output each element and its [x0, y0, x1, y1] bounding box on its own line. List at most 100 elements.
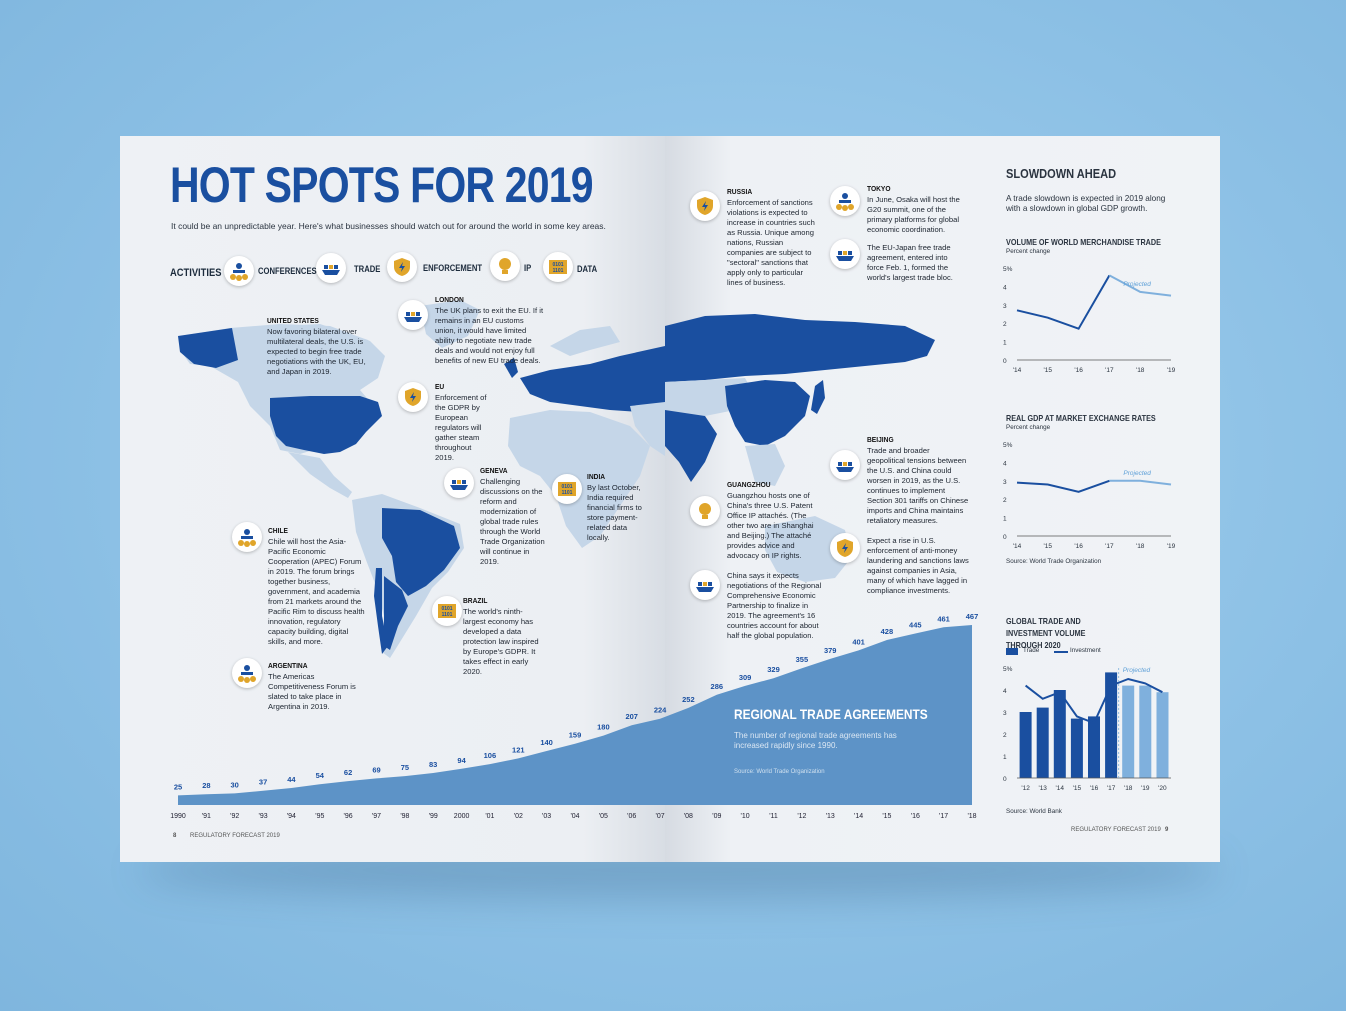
area-data-label: 106: [484, 751, 497, 760]
y-tick-label: 4: [1003, 460, 1007, 467]
ship-icon: [398, 300, 428, 330]
y-tick-label: 1: [1003, 516, 1007, 523]
area-x-tick: '13: [826, 813, 835, 820]
area-data-label: 44: [287, 775, 296, 784]
sidebar-heading: SLOWDOWN AHEAD: [1006, 166, 1117, 181]
note-rcep: China says it expects negotiations of th…: [727, 571, 822, 640]
area-data-label: 83: [429, 760, 437, 769]
trade-bar: [1088, 716, 1100, 778]
svg-text:1101: 1101: [442, 612, 453, 618]
area-x-tick: '94: [287, 813, 296, 820]
area-x-tick: '08: [684, 813, 693, 820]
conference-icon: [830, 186, 860, 216]
legend-trade-label: Trade: [1023, 647, 1040, 654]
x-tick-label: '18: [1136, 367, 1145, 374]
trade-bar: [1053, 690, 1066, 778]
area-x-tick: '06: [627, 813, 636, 820]
activity-data: DATA: [577, 264, 598, 274]
projected-annotation: Projected: [1123, 470, 1151, 477]
x-tick-label: '14: [1013, 367, 1022, 374]
note-argentina: ARGENTINA The Americas Competitiveness Fo…: [268, 661, 356, 711]
x-tick-label: '14: [1056, 785, 1065, 792]
y-tick-label: 3: [1003, 710, 1007, 717]
area-data-label: 252: [682, 695, 695, 704]
x-tick-label: '17: [1105, 367, 1114, 374]
area-x-tick: '99: [429, 813, 438, 820]
note-asia-enforcement: Expect a rise in U.S. enforcement of ant…: [867, 536, 969, 595]
gdp-chart: 0 1 2 3 4 5% '14 '15 '16 '17 '18 '19 Projected: [1003, 442, 1176, 550]
shield-icon: [387, 252, 417, 282]
area-x-tick: '98: [400, 813, 409, 820]
trade-bar: [1139, 685, 1152, 778]
world-map-right: [665, 314, 935, 582]
y-tick-label: 5%: [1003, 666, 1013, 673]
binary-data-icon: 0101 1101: [552, 474, 582, 504]
area-data-label: 69: [372, 765, 380, 774]
area-data-label: 445: [909, 621, 922, 630]
series-line-actual: [1016, 479, 1110, 493]
conference-icon: [232, 658, 262, 688]
x-tick-label: '17: [1107, 785, 1116, 792]
legend-trade-swatch: [1006, 648, 1018, 655]
regional-text: The number of regional trade agreements …: [734, 731, 897, 750]
conference-icon: [224, 256, 254, 286]
x-tick-label: '14: [1013, 543, 1022, 550]
area-x-tick: '15: [882, 813, 891, 820]
conference-icon: [232, 522, 262, 552]
regional-area: [178, 625, 972, 805]
y-tick-label: 4: [1003, 284, 1007, 291]
chart-ylabel-merchandise: Percent change: [1006, 248, 1051, 255]
x-tick-label: '16: [1074, 367, 1083, 374]
area-x-tick: '04: [570, 813, 579, 820]
activity-conferences: CONFERENCES: [258, 266, 317, 276]
activities-label: ACTIVITIES: [170, 267, 222, 279]
trade-bar: [1019, 712, 1032, 778]
svg-text:1101: 1101: [562, 490, 573, 496]
svg-text:0101: 0101: [441, 606, 452, 612]
footer-label-left: REGULATORY FORECAST 2019: [190, 833, 280, 839]
area-data-label: 467: [966, 612, 979, 621]
area-data-label: 94: [457, 756, 466, 765]
trade-bar: [1122, 685, 1135, 778]
area-data-label: 401: [852, 637, 865, 646]
area-data-label: 461: [937, 614, 950, 623]
area-data-label: 140: [540, 738, 553, 747]
activity-ip: IP: [524, 263, 532, 273]
svg-text:0101: 0101: [552, 262, 563, 268]
ship-icon: [316, 253, 346, 283]
area-x-tick: '18: [967, 813, 976, 820]
series-line-projected: [1108, 274, 1172, 297]
area-data-label: 25: [174, 782, 182, 791]
legend-investment-swatch: [1054, 651, 1068, 653]
area-x-tick: '16: [911, 813, 920, 820]
area-x-tick: '91: [202, 813, 211, 820]
page-number-right: 9: [1165, 827, 1169, 833]
x-tick-label: '19: [1141, 785, 1150, 792]
y-tick-label: 5%: [1003, 442, 1013, 449]
page-number-left: 8: [173, 833, 177, 839]
note-japan-eu: The EU-Japan free trade agreement, enter…: [867, 243, 953, 282]
lightbulb-icon: [490, 251, 520, 281]
x-tick-label: '13: [1038, 785, 1047, 792]
area-data-label: 37: [259, 778, 267, 787]
y-tick-label: 1: [1003, 754, 1007, 761]
area-x-tick: '14: [854, 813, 863, 820]
global-trade-investment-chart: 0 1 2 3 4 5% '12 '13 '14 '15 '16 '17 '18 '19 '20 Projec…: [1003, 666, 1171, 792]
series-line-projected: [1109, 479, 1172, 486]
area-data-label: 207: [625, 712, 638, 721]
area-x-tick: '02: [514, 813, 523, 820]
area-x-tick: '95: [315, 813, 324, 820]
area-x-tick: '10: [741, 813, 750, 820]
binary-data-icon: 0101 1101: [432, 596, 462, 626]
page-subtitle: It could be an unpredictable year. Here'…: [171, 221, 606, 231]
footer-label-right: REGULATORY FORECAST 2019: [1071, 827, 1161, 833]
x-tick-label: '17: [1105, 543, 1114, 550]
area-x-tick: '09: [712, 813, 721, 820]
x-tick-label: '16: [1090, 785, 1099, 792]
area-data-label: 180: [597, 723, 610, 732]
area-x-tick: '97: [372, 813, 381, 820]
y-tick-label: 3: [1003, 479, 1007, 486]
area-x-tick: '05: [599, 813, 608, 820]
area-x-tick: '07: [656, 813, 665, 820]
